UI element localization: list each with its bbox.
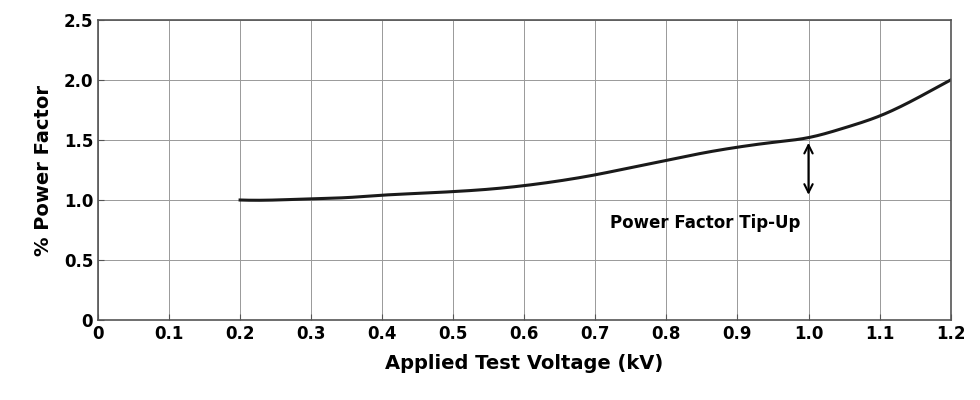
X-axis label: Applied Test Voltage (kV): Applied Test Voltage (kV) <box>385 354 663 373</box>
Text: Power Factor Tip-Up: Power Factor Tip-Up <box>610 214 800 232</box>
Y-axis label: % Power Factor: % Power Factor <box>33 84 53 256</box>
